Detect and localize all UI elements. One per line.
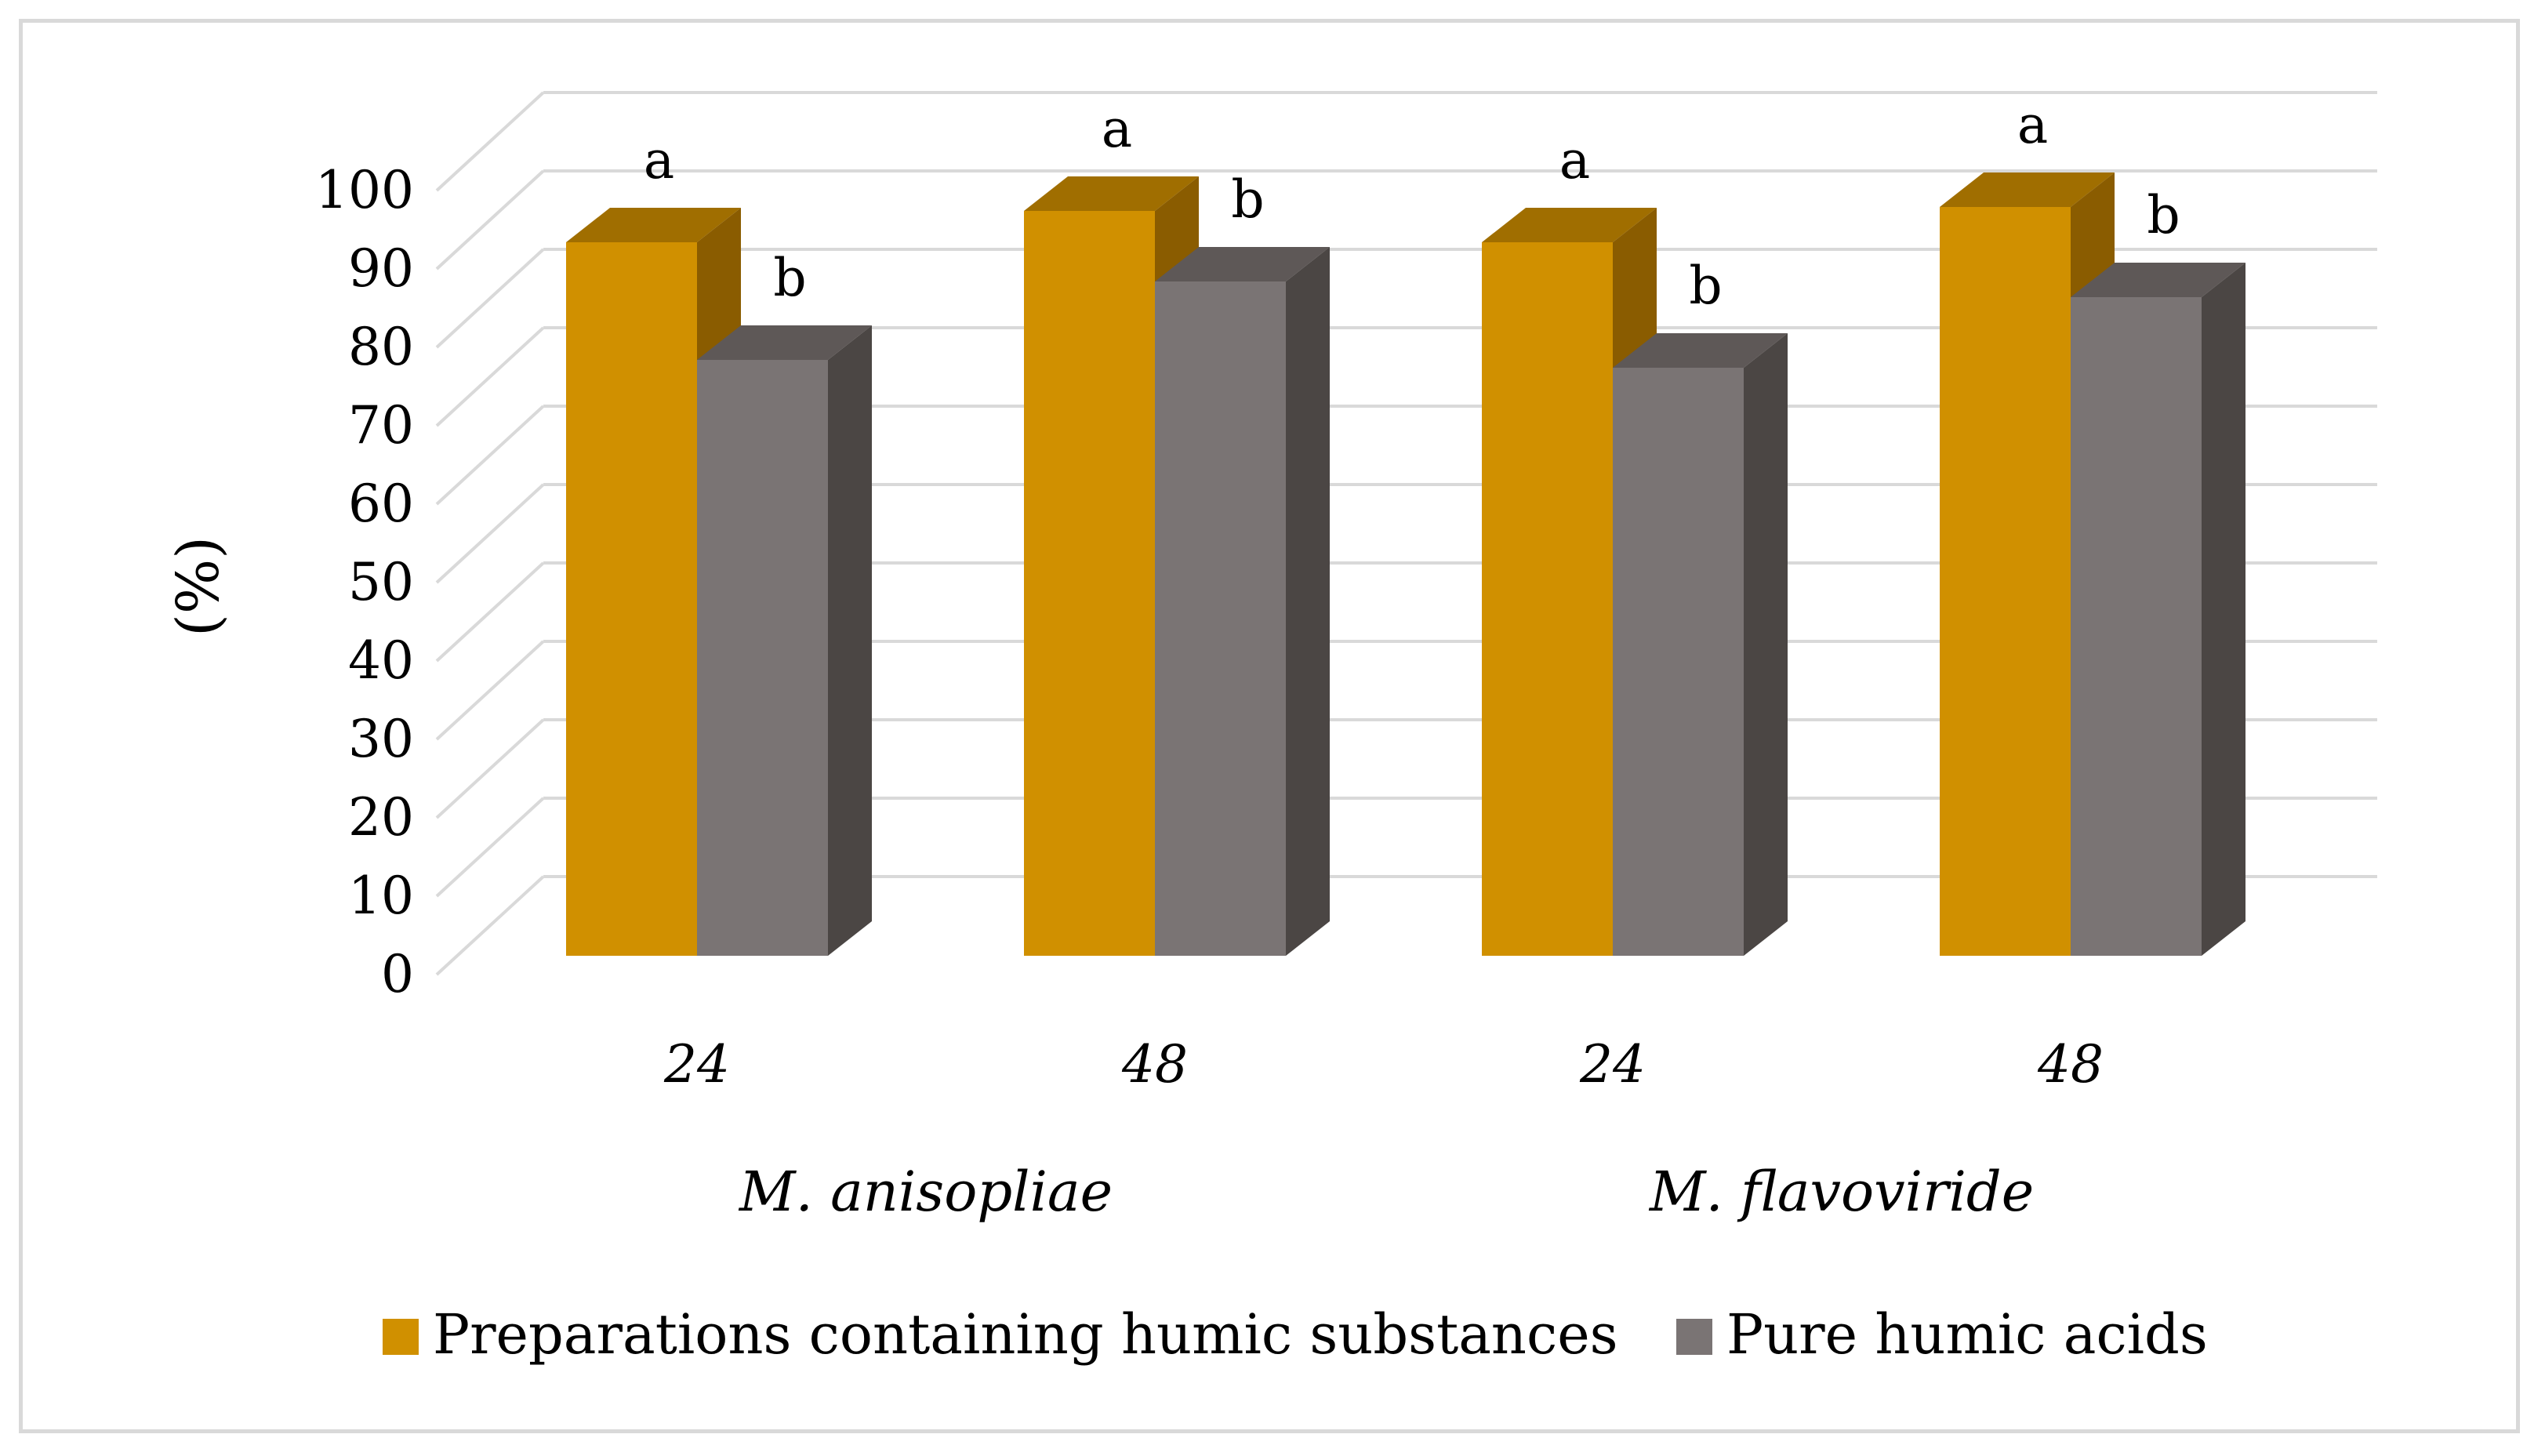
bar [697,325,872,956]
group-label: M. flavoviride [1648,1160,2034,1224]
gridline-diagonal [435,405,545,506]
bar-top [1613,333,1788,368]
y-tick-label: 40 [348,630,414,691]
gridline-diagonal [435,248,545,349]
legend-item: Preparations containing humic substances [383,1302,1618,1367]
group-label: M. anisopliae [738,1160,1113,1224]
gridline-diagonal [435,169,545,271]
gridline-diagonal [435,875,545,976]
bar-side [1286,247,1330,956]
bar [1613,333,1788,956]
x-tick-label: 48 [1121,1034,1188,1095]
bar-label: b [773,248,806,308]
bar-front [697,360,828,956]
y-tick-label: 80 [348,317,414,377]
bar-top [1482,208,1657,242]
bar-top [1024,176,1199,211]
y-axis-label: (%) [165,536,232,637]
legend-label: Preparations containing humic substances [433,1302,1618,1367]
y-tick-label: 90 [348,238,414,299]
x-axis-ticks: 24 48 24 48 [663,1034,2104,1095]
gridline-diagonal [435,91,545,192]
group-labels: M. anisopliae M. flavoviride [738,1160,2034,1224]
y-tick-label: 60 [348,474,414,534]
bars [566,172,2245,956]
y-tick-label: 10 [348,866,414,926]
bar [1155,247,1330,956]
gridline-diagonal [435,640,545,741]
y-tick-label: 30 [348,709,414,769]
bar-top [697,325,872,360]
bar-side [1744,333,1788,956]
legend-label: Pure humic acids [1726,1302,2208,1367]
bar-front [566,242,697,956]
bar-front [1024,211,1155,956]
bar-label: b [1231,169,1264,230]
y-axis-ticks: 0 10 20 30 40 50 60 70 80 90 100 [315,160,414,1004]
bar-front [1940,207,2071,956]
bar-label: b [2147,185,2180,245]
bar-label: a [644,130,674,191]
bar-front [1482,242,1613,956]
bar-label: a [2017,95,2048,155]
legend-swatch [383,1319,419,1355]
gridline-diagonal [435,718,545,819]
legend-swatch [1676,1319,1712,1355]
bar-label: b [1689,256,1722,316]
gridline-diagonal [435,483,545,584]
bar-front [1613,368,1744,956]
bar-label: a [1102,99,1132,159]
gridline-diagonal [435,797,545,898]
bar-top [1940,172,2115,207]
y-tick-label: 50 [348,552,414,612]
bar-front [1155,281,1286,956]
y-tick-label: 20 [348,787,414,848]
legend: Preparations containing humic substances… [383,1302,2208,1367]
gridline-diagonal [435,326,545,427]
gridline-diagonal [435,561,545,663]
y-tick-label: 70 [348,395,414,456]
bar-label: a [1559,130,1590,191]
y-tick-label: 100 [315,160,414,220]
bar-labels: a b a b a b a b [644,95,2180,316]
bar [2071,263,2245,956]
x-tick-label: 24 [1579,1034,1646,1095]
x-tick-label: 24 [663,1034,730,1095]
legend-item: Pure humic acids [1676,1302,2208,1367]
bar-side [828,325,872,956]
bar-top [1155,247,1330,281]
bar-front [2071,297,2202,956]
bar-side [2202,263,2245,956]
y-tick-label: 0 [381,944,414,1004]
bar-top [2071,263,2245,297]
bar-top [566,208,741,242]
x-tick-label: 48 [2037,1034,2104,1095]
